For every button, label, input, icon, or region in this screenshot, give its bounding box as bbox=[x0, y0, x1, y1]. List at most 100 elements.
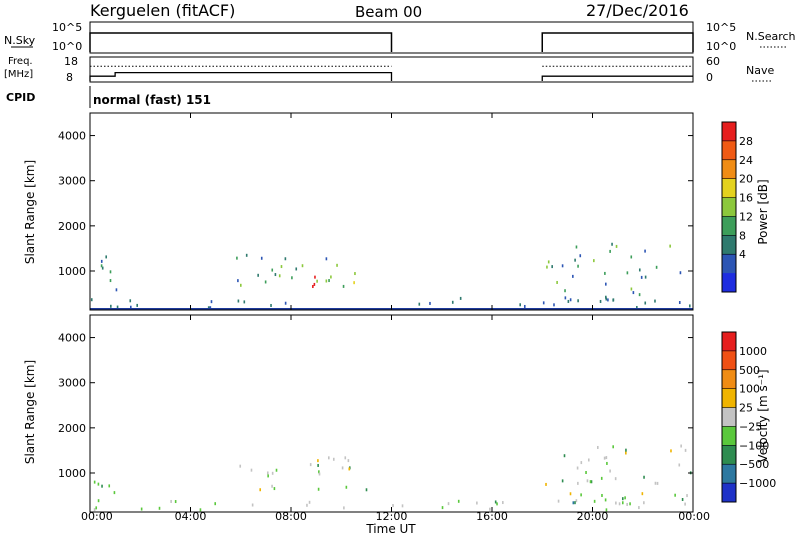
echo-cell bbox=[638, 293, 641, 297]
echo-cell bbox=[678, 463, 681, 467]
colorbar-swatch-0 bbox=[722, 122, 736, 142]
echo-cell bbox=[348, 467, 351, 471]
y-tick-label-3: 1000 bbox=[58, 467, 86, 480]
colorbar-tick-label-5: 8 bbox=[739, 229, 746, 242]
echo-cell bbox=[580, 493, 582, 497]
time-x-label: Time UT bbox=[365, 522, 416, 536]
echo-cell bbox=[688, 304, 691, 308]
echo-cell bbox=[679, 271, 682, 275]
echo-cell bbox=[313, 282, 316, 286]
colorbar-swatch-6 bbox=[722, 445, 736, 465]
echo-cell bbox=[590, 480, 593, 484]
echo-cell bbox=[542, 301, 545, 305]
echo-cell bbox=[392, 504, 394, 508]
freq-panel: Freq. [MHz] 18 8 60 0 Nave bbox=[4, 55, 774, 84]
echo-cell bbox=[580, 461, 583, 465]
echo-cell bbox=[599, 299, 602, 303]
echo-cell bbox=[271, 268, 274, 272]
echo-cell bbox=[271, 471, 274, 475]
echo-cell bbox=[100, 259, 103, 263]
y-tick-label-3: 1000 bbox=[58, 265, 86, 278]
colorbar-swatch-7 bbox=[722, 254, 736, 274]
colorbar-tick-label-2: 20 bbox=[739, 173, 753, 186]
echo-cell bbox=[632, 291, 635, 295]
echo-cell bbox=[605, 456, 608, 460]
echo-cell bbox=[557, 499, 560, 503]
echo-cell bbox=[174, 500, 177, 504]
echo-cell bbox=[336, 263, 338, 267]
nsky-label: N.Sky bbox=[4, 34, 36, 47]
velocity-echo-field bbox=[93, 444, 692, 512]
echo-cell bbox=[684, 448, 687, 452]
echo-cell bbox=[273, 487, 276, 491]
nsky-tick-bottom: 10^0 bbox=[52, 40, 82, 53]
colorbar-frame bbox=[721, 331, 737, 503]
echo-cell bbox=[97, 499, 100, 503]
echo-cell bbox=[494, 500, 497, 504]
colorbar-tick-label-4: −25 bbox=[739, 420, 762, 433]
echo-cell bbox=[630, 287, 633, 291]
echo-cell bbox=[569, 492, 572, 496]
echo-cell bbox=[523, 304, 526, 308]
echo-cell bbox=[551, 265, 553, 269]
colorbar-swatch-6 bbox=[722, 235, 736, 255]
echo-cell bbox=[199, 508, 202, 512]
echo-cell bbox=[678, 301, 681, 305]
colorbar-tick-label-4: 12 bbox=[739, 210, 753, 223]
echo-cell bbox=[100, 264, 103, 268]
echo-cell bbox=[140, 507, 143, 511]
echo-cell bbox=[95, 506, 98, 510]
nsearch-tick-top: 10^5 bbox=[706, 21, 736, 34]
echo-cell bbox=[318, 472, 321, 476]
echo-cell bbox=[609, 469, 611, 473]
echo-cell bbox=[605, 282, 607, 286]
echo-cell bbox=[214, 502, 217, 506]
echo-cell bbox=[116, 305, 119, 309]
echo-cell bbox=[618, 502, 621, 506]
cpid-label: CPID bbox=[6, 91, 35, 104]
echo-cell bbox=[345, 485, 348, 489]
colorbar-tick-label-5: −100 bbox=[739, 439, 769, 452]
echo-cell bbox=[563, 454, 566, 458]
x-tick-label-2: 08:00 bbox=[275, 510, 307, 523]
freq-frame bbox=[89, 56, 694, 83]
time-x-axis: 00:00 04:00 08:00 12:00 16:00 20:00 00:00 bbox=[81, 113, 710, 523]
echo-cell bbox=[644, 275, 647, 279]
echo-cell bbox=[585, 470, 587, 474]
freq-unit: [MHz] bbox=[4, 69, 33, 80]
echo-cell bbox=[553, 303, 555, 307]
echo-cell bbox=[105, 255, 108, 259]
colorbar-swatch-2 bbox=[722, 369, 736, 390]
nsky-segment-0 bbox=[89, 32, 393, 52]
echo-cell bbox=[561, 479, 564, 483]
colorbar-tick-label-3: 25 bbox=[739, 402, 753, 415]
nave-label: Nave bbox=[746, 64, 774, 77]
colorbar-tick-label-3: 16 bbox=[739, 192, 753, 205]
echo-cell bbox=[260, 256, 263, 260]
echo-cell bbox=[574, 258, 576, 262]
colorbar-swatch-4 bbox=[722, 407, 736, 427]
echo-cell bbox=[115, 288, 118, 292]
echo-cell bbox=[546, 265, 548, 269]
echo-cell bbox=[93, 508, 96, 512]
x-tick-label-5: 20:00 bbox=[577, 510, 609, 523]
echo-cell bbox=[624, 496, 626, 500]
echo-cell bbox=[564, 289, 566, 293]
echo-cell bbox=[270, 303, 272, 307]
echo-cell bbox=[496, 502, 498, 506]
echo-cell bbox=[101, 484, 103, 488]
echo-cell bbox=[259, 488, 262, 492]
echo-cell bbox=[502, 501, 504, 505]
echo-cell bbox=[577, 299, 579, 303]
echo-cell bbox=[353, 281, 355, 285]
echo-cell bbox=[284, 257, 287, 261]
velocity-y-label: Slant Range [km] bbox=[23, 360, 37, 464]
echo-cell bbox=[684, 502, 686, 506]
echo-cell bbox=[325, 279, 328, 283]
colorbar-swatch-8 bbox=[722, 273, 736, 293]
echo-cell bbox=[574, 501, 576, 505]
velocity-y-axis: 4000 3000 2000 1000 bbox=[58, 332, 693, 480]
echo-cell bbox=[579, 254, 582, 258]
echo-cell bbox=[572, 501, 575, 505]
echo-cell bbox=[264, 280, 267, 284]
